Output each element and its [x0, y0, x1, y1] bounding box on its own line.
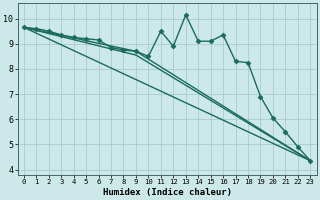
- X-axis label: Humidex (Indice chaleur): Humidex (Indice chaleur): [103, 188, 232, 197]
